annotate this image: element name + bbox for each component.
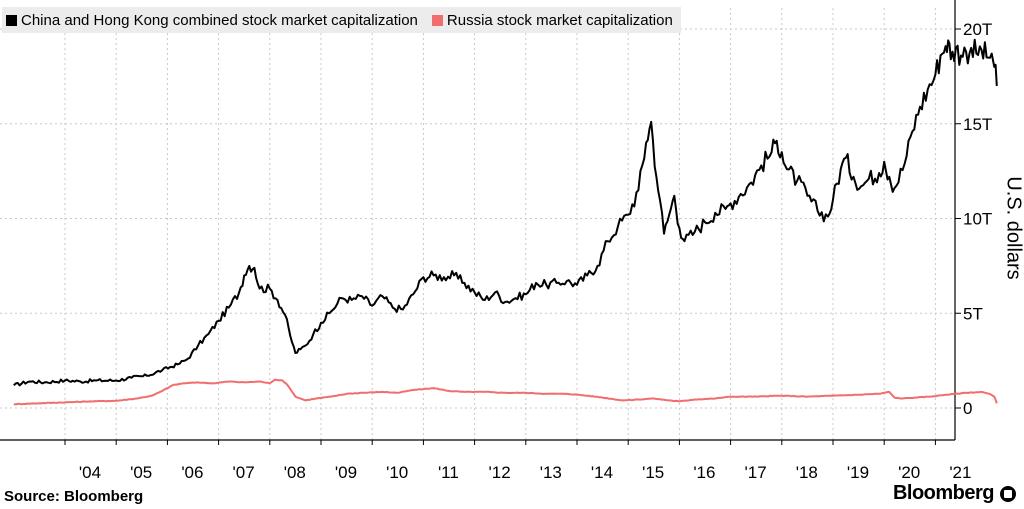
x-tick-label: '06 xyxy=(181,463,203,482)
x-tick-label: '11 xyxy=(438,463,459,482)
y-tick-label: 10T xyxy=(963,210,992,229)
y-tick-label: 20T xyxy=(963,20,992,39)
y-tick-label: 0 xyxy=(963,399,972,418)
x-tick-label: '13 xyxy=(540,463,562,482)
chart-ticks: '04 '05 '06 '07 '08 '09 '10 '11 '12 '13 '14 '15 '16 '… xyxy=(79,20,992,482)
x-tick-label: '20 xyxy=(898,463,920,482)
chart-grid xyxy=(0,8,955,440)
legend-swatch-russia xyxy=(431,14,443,26)
legend-swatch-china xyxy=(6,14,17,26)
x-tick-label: '08 xyxy=(284,463,306,482)
x-tick-label: '16 xyxy=(693,463,715,482)
bloomberg-icon xyxy=(1000,485,1016,502)
x-tick-label: '18 xyxy=(796,463,818,482)
x-tick-label: '15 xyxy=(642,463,664,482)
x-tick-label: '17 xyxy=(745,463,767,482)
y-tick-label: 15T xyxy=(963,115,992,134)
x-tick-label: '14 xyxy=(591,463,613,482)
x-tick-label: '09 xyxy=(335,463,357,482)
x-tick-label: '12 xyxy=(489,463,511,482)
x-tick-label: '04 xyxy=(79,463,101,482)
chart-axes xyxy=(0,0,961,445)
x-tick-label: '05 xyxy=(130,463,152,482)
chart-series xyxy=(13,38,998,406)
x-tick-label: '21 xyxy=(949,463,971,482)
brand-name: Bloomberg xyxy=(892,482,995,504)
x-tick-label: '19 xyxy=(847,463,869,482)
series-line-china-hong-kong xyxy=(13,38,998,387)
y-axis-label: U.S. dollars xyxy=(1002,176,1024,280)
x-tick-label: '07 xyxy=(233,463,255,482)
legend-item-china: China and Hong Kong combined stock marke… xyxy=(6,12,418,29)
legend-label-russia: Russia stock market capitalization xyxy=(446,11,673,29)
series-line-russia xyxy=(13,378,998,406)
chart-legend: China and Hong Kong combined stock marke… xyxy=(2,7,681,33)
legend-item-russia: Russia stock market capitalization xyxy=(431,11,673,29)
legend-label-china: China and Hong Kong combined stock marke… xyxy=(21,11,418,29)
brand-logo: Bloomberg xyxy=(893,482,1016,505)
source-note: Source: Bloomberg xyxy=(4,488,144,505)
x-tick-label: '10 xyxy=(386,463,408,482)
y-tick-label: 5T xyxy=(963,304,983,323)
